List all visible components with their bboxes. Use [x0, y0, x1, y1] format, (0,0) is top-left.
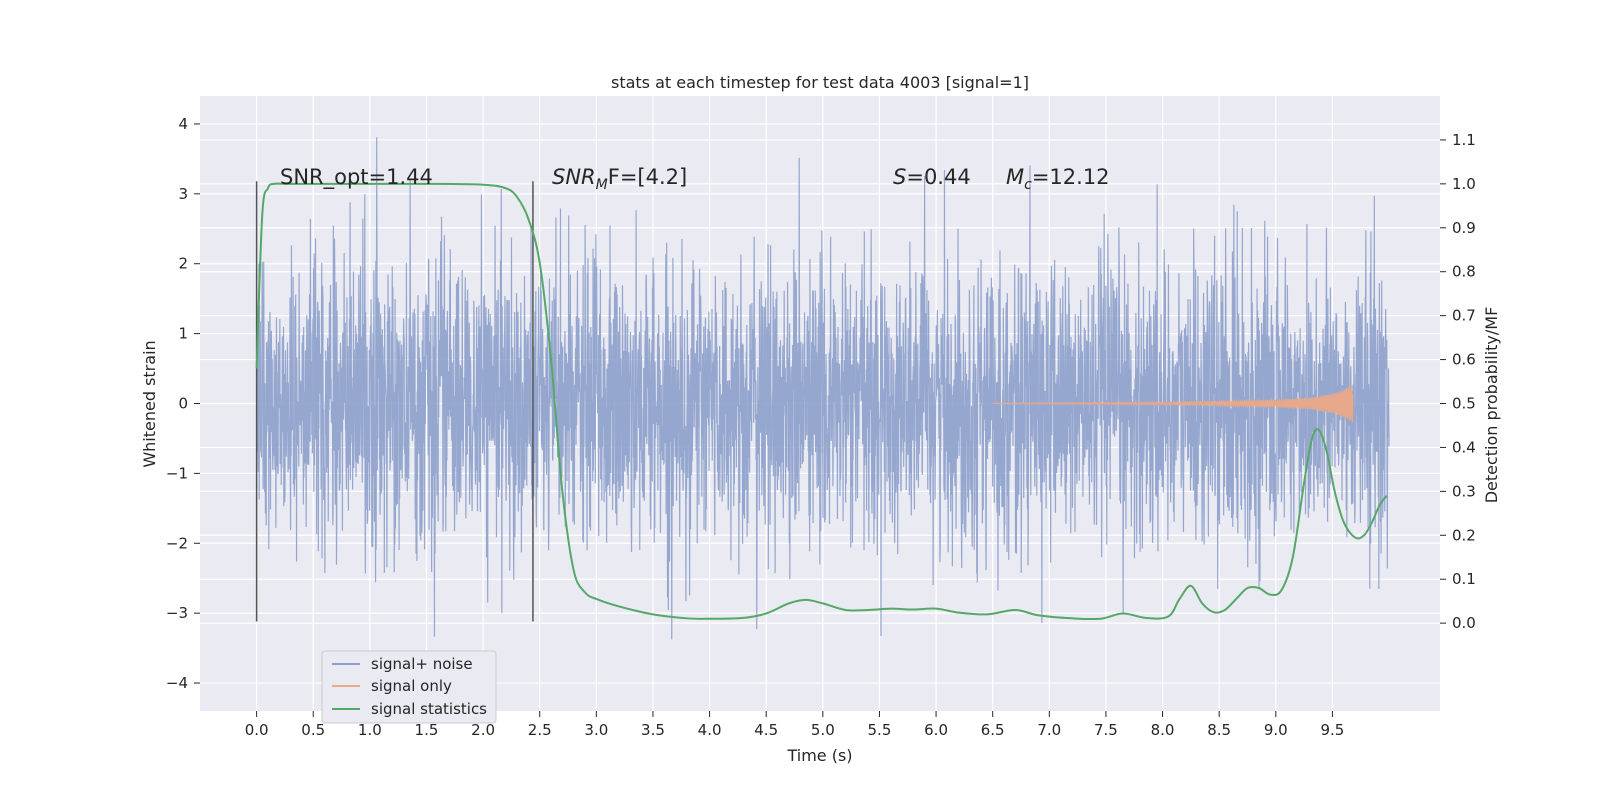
y-right-tick-label: 0.6	[1452, 351, 1476, 369]
y-right-tick-label: 1.1	[1452, 131, 1476, 149]
vertical-markers	[255, 181, 534, 622]
y-axis-ticks: 4 3 2 1 0 −1 −2 −3 −4	[166, 115, 200, 692]
annotation-snr-opt: SNR_opt=1.44	[280, 165, 433, 190]
y-tick-label: −4	[166, 674, 188, 692]
x-tick-label: 3.5	[641, 721, 665, 739]
y-tick-label: −3	[166, 604, 188, 622]
x-tick-label: 2.5	[528, 721, 552, 739]
annotation-mc: Mc=12.12	[1006, 165, 1110, 193]
series-signal-only	[992, 385, 1354, 423]
y-tick-label: −2	[166, 534, 188, 552]
x-tick-label: 8.5	[1207, 721, 1231, 739]
y-tick-label: 3	[178, 185, 188, 203]
x-tick-label: 8.0	[1151, 721, 1175, 739]
x-tick-label: 4.5	[754, 721, 778, 739]
legend-label-signal-statistics: signal statistics	[371, 700, 487, 718]
x-tick-label: 9.0	[1264, 721, 1288, 739]
x-tick-label: 1.0	[358, 721, 382, 739]
y-right-axis-label: Detection probability/MF	[1482, 307, 1501, 504]
series-signal-statistics	[255, 182, 1388, 621]
snr-mf-sub: M	[596, 177, 608, 193]
series-signal-noise	[256, 137, 1390, 640]
x-tick-label: 0.5	[301, 721, 325, 739]
y-tick-label: 1	[178, 325, 188, 343]
y-tick-label: 0	[178, 395, 188, 413]
s-value: =0.44	[906, 165, 970, 189]
chart-title: stats at each timestep for test data 400…	[611, 73, 1029, 92]
y-right-tick-label: 0.0	[1452, 614, 1476, 632]
x-tick-label: 7.5	[1094, 721, 1118, 739]
x-tick-label: 3.0	[584, 721, 608, 739]
signal-noise-line	[256, 137, 1390, 640]
annotation-s: S=0.44	[893, 165, 971, 189]
mc-sub: c	[1024, 177, 1032, 193]
y-axis-label: Whitened strain	[140, 340, 159, 467]
x-tick-label: 0.0	[245, 721, 269, 739]
snr-mf-base: SNR	[552, 165, 596, 189]
legend-box	[321, 650, 497, 724]
x-axis-ticks: 0.0 0.5 1.0 1.5 2.0 2.5 3.0 3.5 4.0 4.5 5.0 5.5 6.0 6…	[245, 711, 1344, 739]
x-tick-label: 5.5	[868, 721, 892, 739]
mc-value: =12.12	[1032, 165, 1110, 189]
y-right-axis-ticks: 1.1 1.0 0.9 0.8 0.7 0.6 0.5 0.4 0.3 0.2 0.1 0.0	[1440, 131, 1476, 632]
signal-only-line	[992, 385, 1354, 423]
x-tick-label: 5.0	[811, 721, 835, 739]
x-tick-label: 6.5	[981, 721, 1005, 739]
y-tick-label: 2	[178, 255, 188, 273]
legend-label-signal-noise: signal+ noise	[371, 655, 473, 673]
y-right-tick-label: 0.8	[1452, 263, 1476, 281]
x-tick-label: 7.0	[1037, 721, 1061, 739]
legend-label-signal-only: signal only	[371, 677, 452, 695]
y-tick-label: 4	[178, 115, 188, 133]
mc-symbol: M	[1006, 165, 1024, 189]
signal-statistics-line	[255, 182, 1388, 621]
annotation-snr-mf: SNRMF=[4.2]	[552, 165, 687, 193]
y-right-tick-label: 0.3	[1452, 482, 1476, 500]
snr-mf-rest: F=[4.2]	[608, 165, 687, 189]
x-axis-label: Time (s)	[786, 746, 852, 765]
x-tick-label: 6.0	[924, 721, 948, 739]
y-right-tick-label: 0.1	[1452, 570, 1476, 588]
y-right-tick-label: 0.9	[1452, 219, 1476, 237]
legend: signal+ noise signal only signal statist…	[321, 650, 497, 724]
s-symbol: S	[893, 165, 906, 189]
y-right-tick-label: 0.2	[1452, 526, 1476, 544]
x-tick-label: 2.0	[471, 721, 495, 739]
x-tick-label: 9.5	[1320, 721, 1344, 739]
y-right-tick-label: 1.0	[1452, 175, 1476, 193]
y-right-tick-label: 0.4	[1452, 438, 1476, 456]
x-tick-label: 1.5	[415, 721, 439, 739]
y-right-tick-label: 0.5	[1452, 395, 1476, 413]
y-tick-label: −1	[166, 464, 188, 482]
x-tick-label: 4.0	[698, 721, 722, 739]
y-right-tick-label: 0.7	[1452, 307, 1476, 325]
